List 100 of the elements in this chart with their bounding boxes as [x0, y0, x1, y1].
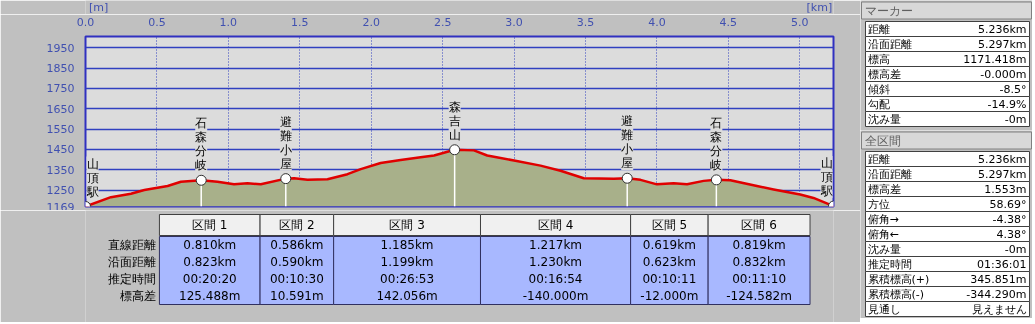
x-axis-title: [km] — [806, 0, 833, 14]
annotation: 森吉山 — [448, 99, 461, 142]
text: 区間 3 — [389, 218, 425, 232]
x-tick-label: 2.5 — [433, 15, 452, 29]
text: 10.591m — [270, 289, 324, 303]
text: 傾斜 — [867, 82, 890, 96]
y-tick-label: 1450 — [46, 143, 75, 157]
text: 142.056m — [376, 289, 438, 303]
x-tick-label: 4.0 — [648, 15, 666, 29]
x-tick-label: 4.5 — [719, 15, 738, 29]
y-tick-label: 1950 — [46, 41, 75, 55]
text: 1.553m — [984, 182, 1027, 196]
y-tick-label: 1350 — [46, 163, 75, 177]
text: 全区間 — [864, 133, 901, 148]
annotation: 避難小屋 — [279, 114, 292, 171]
text: 0.586km — [270, 238, 324, 252]
text: 沈み量 — [867, 242, 901, 256]
annotation: 山頂駅 — [819, 156, 833, 199]
text: 沿面距離 — [867, 167, 912, 181]
text: -124.582m — [726, 289, 792, 303]
x-tick-label: 1.5 — [291, 15, 309, 29]
text: 00:10:30 — [269, 272, 324, 286]
x-tick-label: 0.5 — [148, 15, 166, 29]
text: 方位 — [867, 197, 890, 211]
text: 00:26:53 — [380, 272, 435, 286]
text: 5.297km — [977, 167, 1027, 181]
text: 勾配 — [867, 97, 890, 111]
text: 0.819km — [732, 238, 786, 252]
x-tick-label: 3.5 — [576, 15, 595, 29]
text: 5.236km — [977, 22, 1027, 36]
text: -344.290m — [966, 287, 1027, 301]
text: 累積標高(-) — [867, 287, 925, 301]
text: 沿面距離 — [867, 37, 912, 51]
text: 標高差 — [867, 182, 901, 196]
x-tick-label: 0.0 — [76, 15, 95, 29]
y-tick-label: 1650 — [46, 102, 75, 116]
text: 推定時間 — [867, 257, 912, 271]
y-axis-title: [m] — [88, 0, 109, 14]
text: マーカー — [864, 3, 913, 18]
text: -0m — [1004, 112, 1027, 126]
text: 標高 — [867, 52, 890, 66]
text: -4.38° — [992, 212, 1027, 226]
text: 区間 5 — [651, 218, 688, 232]
y-tick-label: 1550 — [46, 123, 75, 137]
annotation: 避難小屋 — [621, 114, 634, 171]
x-tick-label: 5.0 — [791, 15, 809, 29]
text: 累積標高(+) — [867, 272, 930, 286]
text: 4.38° — [996, 227, 1027, 241]
text: 1.217km — [529, 238, 583, 252]
text: 1.199km — [380, 255, 434, 269]
text: 推定時間 — [107, 272, 156, 286]
y-tick-label: 1169 — [46, 200, 75, 214]
text: 0.619km — [642, 238, 696, 252]
text: 区間 4 — [537, 218, 574, 232]
text: 距離 — [867, 152, 890, 166]
text: 区間 1 — [192, 218, 228, 232]
text: 00:11:10 — [732, 272, 787, 286]
text: 1171.418m — [963, 52, 1027, 66]
text: -0m — [1004, 242, 1027, 256]
text: -0.000m — [980, 67, 1027, 81]
text: 沈み量 — [867, 112, 901, 126]
annotation: 石森分岐 — [710, 115, 723, 172]
text: 沿面距離 — [107, 255, 156, 269]
text: 区間 6 — [741, 218, 777, 232]
text: 見えません — [971, 302, 1027, 316]
text: 直線距離 — [107, 238, 156, 252]
text: 01:36:01 — [977, 257, 1027, 271]
x-tick-label: 3.0 — [505, 15, 523, 29]
y-tick-label: 1750 — [46, 82, 75, 96]
text: 標高差 — [867, 67, 901, 81]
text: 0.590km — [270, 255, 324, 269]
x-tick-label: 1.0 — [219, 15, 238, 29]
annotation: 石森分岐 — [195, 116, 208, 173]
text: 0.823km — [183, 255, 237, 269]
text: 標高差 — [119, 289, 156, 303]
text: -14.9% — [987, 97, 1027, 111]
text: 0.832km — [732, 255, 786, 269]
text: -12.000m — [640, 289, 699, 303]
text: 58.69° — [989, 197, 1027, 211]
text: 00:10:11 — [642, 272, 697, 286]
text: -140.000m — [522, 289, 589, 303]
text: 1.185km — [380, 238, 434, 252]
text: 俯角→ — [867, 212, 899, 226]
text: 俯角← — [867, 227, 899, 241]
text: 0.623km — [642, 255, 696, 269]
text: 345.851m — [970, 272, 1027, 286]
text: 5.236km — [977, 152, 1027, 166]
text: 1.230km — [529, 255, 583, 269]
x-tick-label: 2.0 — [362, 15, 380, 29]
text: 125.488m — [179, 289, 241, 303]
text: 5.297km — [977, 37, 1027, 51]
annotation: 山頂駅 — [85, 156, 99, 199]
text: 距離 — [867, 22, 890, 36]
text: 0.810km — [183, 238, 237, 252]
text: 00:16:54 — [528, 272, 583, 286]
y-tick-label: 1250 — [46, 184, 75, 198]
text: 00:20:20 — [182, 272, 237, 286]
text: -8.5° — [999, 82, 1027, 96]
text: 見通し — [867, 302, 901, 316]
text: 区間 2 — [279, 218, 315, 232]
